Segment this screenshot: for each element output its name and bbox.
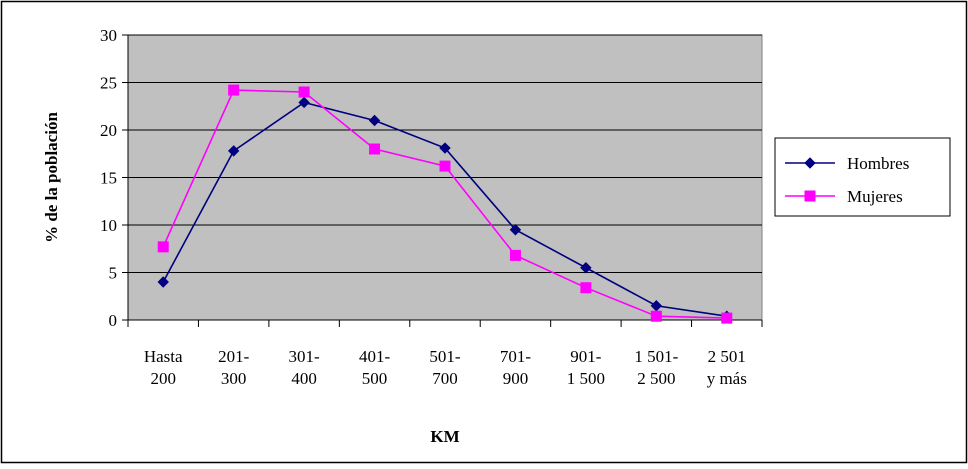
series-mujeres xyxy=(157,84,733,324)
y-tick-label-0: 0 xyxy=(109,311,118,330)
data-point-mujeres-8 xyxy=(721,312,733,324)
y-tick-label-5: 5 xyxy=(109,264,118,283)
data-point-hombres-4 xyxy=(439,142,451,154)
legend-box xyxy=(774,137,951,217)
legend-item-hombres: Hombres xyxy=(785,154,909,173)
x-axis-title: KM xyxy=(430,427,459,446)
data-point-hombres-5 xyxy=(509,224,522,236)
data-point-mujeres-3 xyxy=(369,143,381,155)
x-category-label-7: 1 501- 2 500 xyxy=(634,347,678,388)
data-point-mujeres-6 xyxy=(580,282,592,294)
data-point-mujeres-0 xyxy=(157,241,169,253)
x-category-label-4: 501- 700 xyxy=(429,347,461,388)
x-category-label-line: 900 xyxy=(503,369,529,388)
x-category-label-line: 300 xyxy=(221,369,247,388)
data-point-mujeres-1 xyxy=(228,84,240,96)
data-point-hombres-2 xyxy=(298,96,310,109)
x-category-label-line: 1 501- xyxy=(634,347,678,366)
data-point-hombres-6 xyxy=(580,262,592,274)
data-point-hombres-1 xyxy=(227,145,240,157)
legend: Hombres Mujeres xyxy=(774,137,951,217)
x-category-label-line: 400 xyxy=(291,369,317,388)
y-axis-title: % de la población xyxy=(42,112,61,243)
x-category-label-6: 901- 1 500 xyxy=(567,347,605,388)
x-category-label-5: 701- 900 xyxy=(500,347,532,388)
x-category-label-line: 200 xyxy=(150,369,176,388)
gridlines xyxy=(128,34,762,273)
x-category-label-line: Hasta xyxy=(144,347,183,366)
data-point-mujeres-4 xyxy=(439,160,451,172)
y-tick-label-25: 25 xyxy=(100,74,117,93)
x-category-label-line: y más xyxy=(707,369,747,388)
x-category-label-1: 201- 300 xyxy=(218,347,250,388)
x-category-label-line: 700 xyxy=(432,369,458,388)
axes: 0 5 10 15 20 25 30 Hasta 200 201- 300 301- 400 401- 50… xyxy=(100,26,763,388)
data-point-hombres-0 xyxy=(157,276,169,288)
series-hombres xyxy=(157,96,733,322)
x-category-label-line: 501- xyxy=(429,347,461,366)
data-point-mujeres-5 xyxy=(509,249,521,261)
x-category-label-8: 2 501 y más xyxy=(707,347,747,388)
legend-label-hombres: Hombres xyxy=(847,154,909,173)
x-category-label-line: 901- xyxy=(570,347,602,366)
series-layer xyxy=(157,84,733,324)
legend-label-mujeres: Mujeres xyxy=(847,187,903,206)
x-category-label-line: 201- xyxy=(218,347,250,366)
legend-marker xyxy=(804,157,816,169)
data-point-mujeres-2 xyxy=(298,86,310,98)
y-tick-label-20: 20 xyxy=(100,121,117,140)
y-tick-label-10: 10 xyxy=(100,216,117,235)
x-category-label-line: 401- xyxy=(359,347,391,366)
x-category-label-line: 500 xyxy=(362,369,388,388)
x-category-label-0: Hasta 200 xyxy=(144,347,183,388)
x-category-label-line: 2 501 xyxy=(708,347,746,366)
x-category-label-3: 401- 500 xyxy=(359,347,391,388)
legend-marker xyxy=(804,190,816,202)
x-category-label-line: 301- xyxy=(289,347,321,366)
legend-item-mujeres: Mujeres xyxy=(785,187,903,206)
x-category-label-line: 1 500 xyxy=(567,369,605,388)
x-category-label-line: 2 500 xyxy=(637,369,675,388)
x-category-label-line: 701- xyxy=(500,347,532,366)
data-point-hombres-3 xyxy=(368,114,381,127)
data-point-mujeres-7 xyxy=(650,310,662,322)
y-tick-label-15: 15 xyxy=(100,169,117,188)
y-tick-label-30: 30 xyxy=(100,26,117,45)
x-category-label-2: 301- 400 xyxy=(289,347,321,388)
